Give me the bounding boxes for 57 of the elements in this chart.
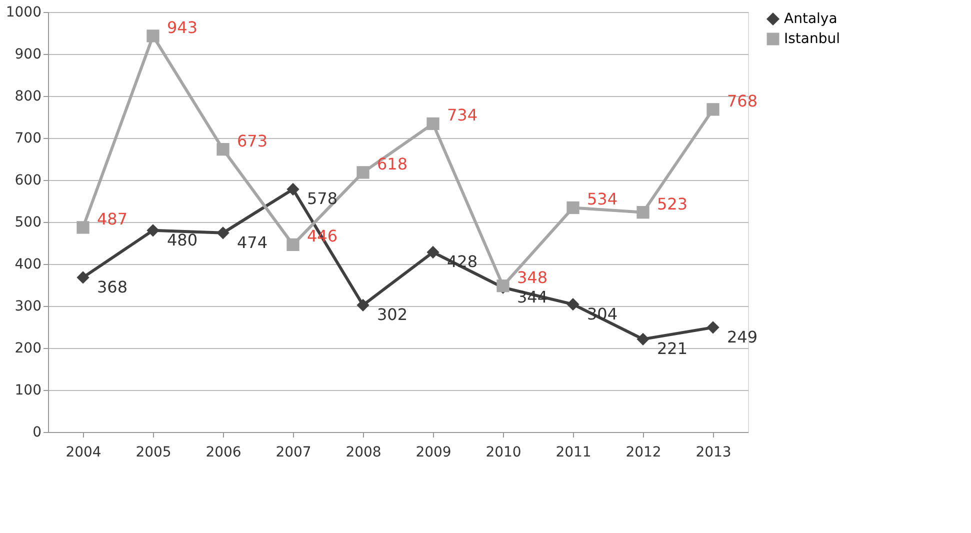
point xyxy=(286,182,300,196)
x-tick-label: 2011 xyxy=(556,444,592,460)
point xyxy=(286,238,300,252)
point xyxy=(216,226,230,240)
data-label: 249 xyxy=(727,327,758,346)
data-label: 768 xyxy=(727,91,758,110)
data-label: 474 xyxy=(237,232,268,252)
point xyxy=(566,298,580,311)
y-tick-label: 200 xyxy=(14,340,42,356)
y-tick-label: 800 xyxy=(14,88,42,104)
point xyxy=(426,246,440,259)
x-tick-label: 2006 xyxy=(206,444,242,460)
x-tick-label: 2013 xyxy=(696,444,732,460)
x-tick-label: 2004 xyxy=(66,444,102,460)
x-tick-label: 2010 xyxy=(486,444,522,460)
point xyxy=(566,201,580,214)
data-label: 368 xyxy=(97,277,128,296)
data-label: 578 xyxy=(307,189,338,208)
point xyxy=(706,103,720,116)
data-label: 348 xyxy=(517,268,548,287)
y-tick-label: 500 xyxy=(14,214,42,230)
data-label: 534 xyxy=(587,190,618,209)
x-tick-label: 2007 xyxy=(276,444,312,460)
x-tick-label: 2008 xyxy=(346,444,382,460)
point xyxy=(356,166,370,179)
data-label: 523 xyxy=(657,194,688,214)
point xyxy=(426,117,440,130)
legend-label: Antalya xyxy=(784,11,838,27)
data-label: 487 xyxy=(97,209,128,228)
x-tick-label: 2012 xyxy=(626,444,662,460)
point xyxy=(76,271,90,284)
y-tick-label: 700 xyxy=(14,130,42,146)
point xyxy=(636,206,650,219)
y-tick-label: 100 xyxy=(14,382,42,398)
point xyxy=(356,298,370,312)
legend-label: Istanbul xyxy=(784,31,840,47)
data-label: 673 xyxy=(237,131,268,150)
data-label: 618 xyxy=(377,154,408,174)
data-label: 302 xyxy=(377,305,408,324)
data-label: 221 xyxy=(657,339,688,358)
y-tick-label: 600 xyxy=(14,172,42,188)
data-label: 734 xyxy=(447,106,478,125)
point xyxy=(76,221,90,234)
point xyxy=(146,30,160,42)
data-label: 480 xyxy=(167,230,198,250)
point xyxy=(636,332,650,346)
y-tick-label: 400 xyxy=(14,256,42,272)
point xyxy=(216,143,230,156)
y-tick-label: 900 xyxy=(14,46,42,62)
y-tick-label: 1000 xyxy=(6,4,42,20)
x-tick-label: 2005 xyxy=(136,444,172,460)
data-label: 943 xyxy=(167,18,198,37)
y-tick-label: 300 xyxy=(14,298,42,314)
y-tick-label: 0 xyxy=(32,424,42,440)
x-tick-label: 2009 xyxy=(416,444,452,460)
point xyxy=(146,224,160,237)
point xyxy=(706,321,720,334)
